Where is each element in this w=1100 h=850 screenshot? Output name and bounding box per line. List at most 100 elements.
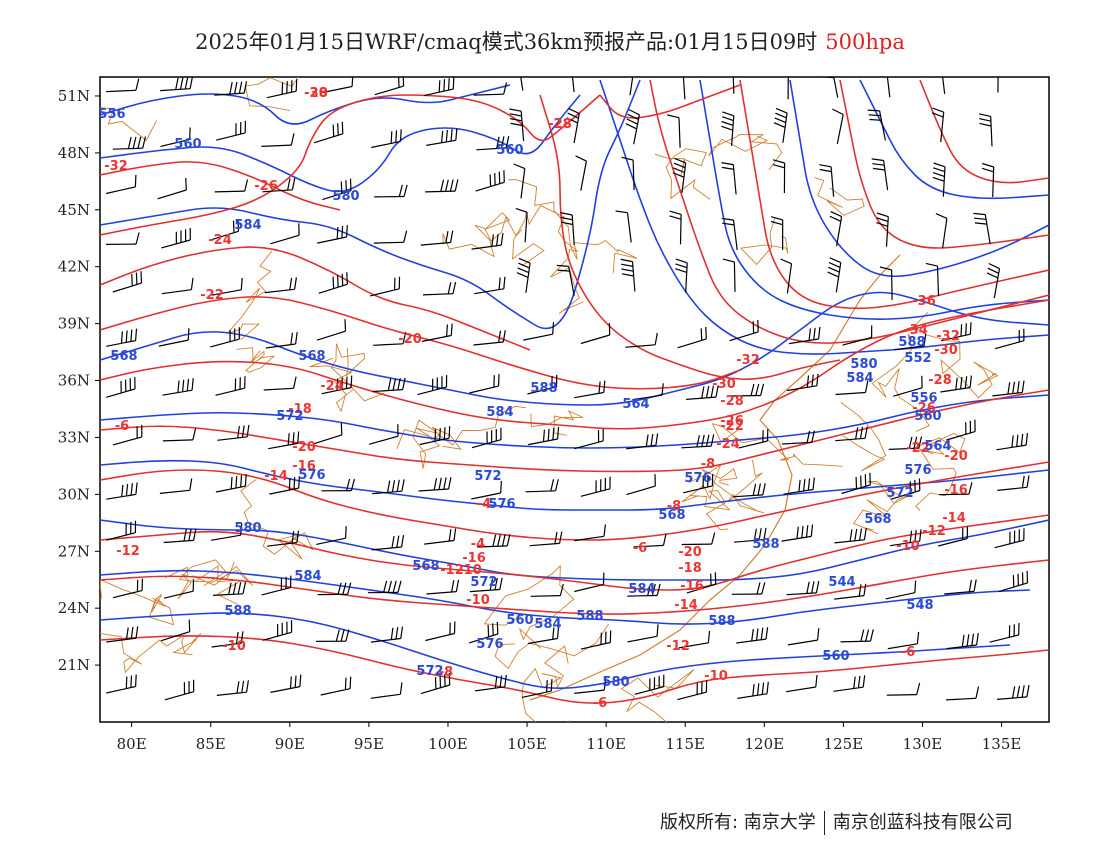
barb-staff [267,541,297,547]
barb-feather [675,268,687,273]
barb-feather [774,117,787,124]
barb-feather [1007,382,1011,395]
wind-barb [786,674,818,693]
wind-barb [160,127,191,147]
temperature-label: -30 [304,86,328,101]
wind-barb [832,108,844,145]
boundary-line [100,107,157,142]
barb-staff [833,77,839,98]
barb-staff [573,113,580,144]
barb-feather [806,581,810,594]
barb-feather [973,212,986,216]
barb-feather [867,109,880,112]
boundary-line [431,405,526,450]
barb-feather [554,531,558,544]
barb-feather [240,475,243,488]
barb-feather [288,478,291,491]
wind-barb [527,626,560,645]
barb-feather [395,627,399,640]
barb-feather [869,629,874,642]
wind-barb [262,177,296,193]
wind-barb [876,212,889,247]
wind-barb [267,530,300,547]
barb-feather [399,682,403,695]
barb-feather [672,172,685,178]
wind-barb [530,583,564,597]
wind-barb [736,627,769,644]
barb-staff [105,186,136,195]
lon-label: 85E [196,735,226,753]
barb-feather [753,528,757,541]
barb-feather [871,158,884,162]
barb-feather [399,129,402,142]
barb-feather [392,378,397,391]
barb-staff [529,542,560,547]
barb-staff [996,696,1027,700]
boundary-line [100,632,202,674]
barb-feather [1021,475,1025,488]
wind-barb [981,162,995,198]
lon-label: 135E [982,735,1022,753]
barb-staff [627,635,658,643]
barb-feather [387,580,392,593]
barb-feather [981,167,994,173]
wind-barb [370,682,403,699]
wind-barb [840,629,874,643]
barb-staff [886,694,917,696]
barb-staff [162,389,193,396]
barb-feather [130,675,133,688]
barb-feather [806,430,811,443]
wind-barb [371,129,402,149]
wind-barb [426,579,460,595]
barb-feather [287,178,291,191]
wind-barb [516,257,531,293]
barb-feather [503,82,508,95]
barb-feather [872,167,885,171]
lat-label: 45N [58,201,90,219]
wind-barb [683,473,714,494]
barb-feather [515,207,528,213]
wind-barb [729,319,759,342]
temperature-label: -20 [398,332,422,347]
wind-barb [819,164,835,197]
barb-feather [656,624,659,637]
wind-barb [886,77,891,98]
barb-staff [633,544,664,548]
barb-staff [159,489,190,494]
barb-feather [340,629,345,642]
barb-feather [621,273,634,277]
temperature-label: -22 [720,419,744,434]
barb-feather [238,81,243,94]
barb-staff [888,447,919,450]
wind-barb [732,77,735,94]
wind-barb [580,476,611,497]
height-label: 564 [924,439,951,454]
barb-feather [721,116,734,122]
temperature-label: -12 [922,524,946,539]
barb-feather [391,480,396,493]
barb-feather [923,333,927,346]
height-label: 580 [602,675,629,690]
wind-barb [471,427,502,449]
barb-feather [187,328,190,341]
barb-feather [979,118,992,122]
barb-staff [682,77,686,100]
barb-staff [106,388,136,398]
barb-feather [185,177,187,191]
wind-barb [834,527,867,544]
barb-feather [982,162,994,168]
wind-barb [973,212,991,245]
barb-feather [854,528,858,541]
barb-staff [216,691,247,696]
temperature-contour [100,389,1049,473]
barb-feather [342,582,347,595]
barb-staff [527,637,558,645]
barb-feather [662,533,667,546]
wind-barb [571,77,575,93]
barb-feather [964,376,968,389]
barb-feather [500,480,502,494]
barb-feather [135,674,137,687]
wind-barb [574,524,606,542]
barb-staff [217,436,248,441]
wind-barb [615,210,632,243]
